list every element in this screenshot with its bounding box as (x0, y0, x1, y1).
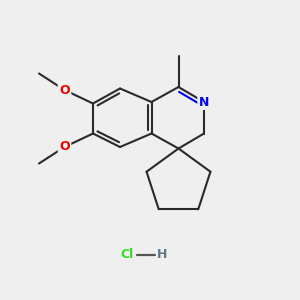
Text: O: O (59, 140, 70, 154)
Text: O: O (59, 83, 70, 97)
Text: H: H (157, 248, 167, 262)
Text: Cl: Cl (120, 248, 134, 262)
Text: N: N (199, 95, 209, 109)
